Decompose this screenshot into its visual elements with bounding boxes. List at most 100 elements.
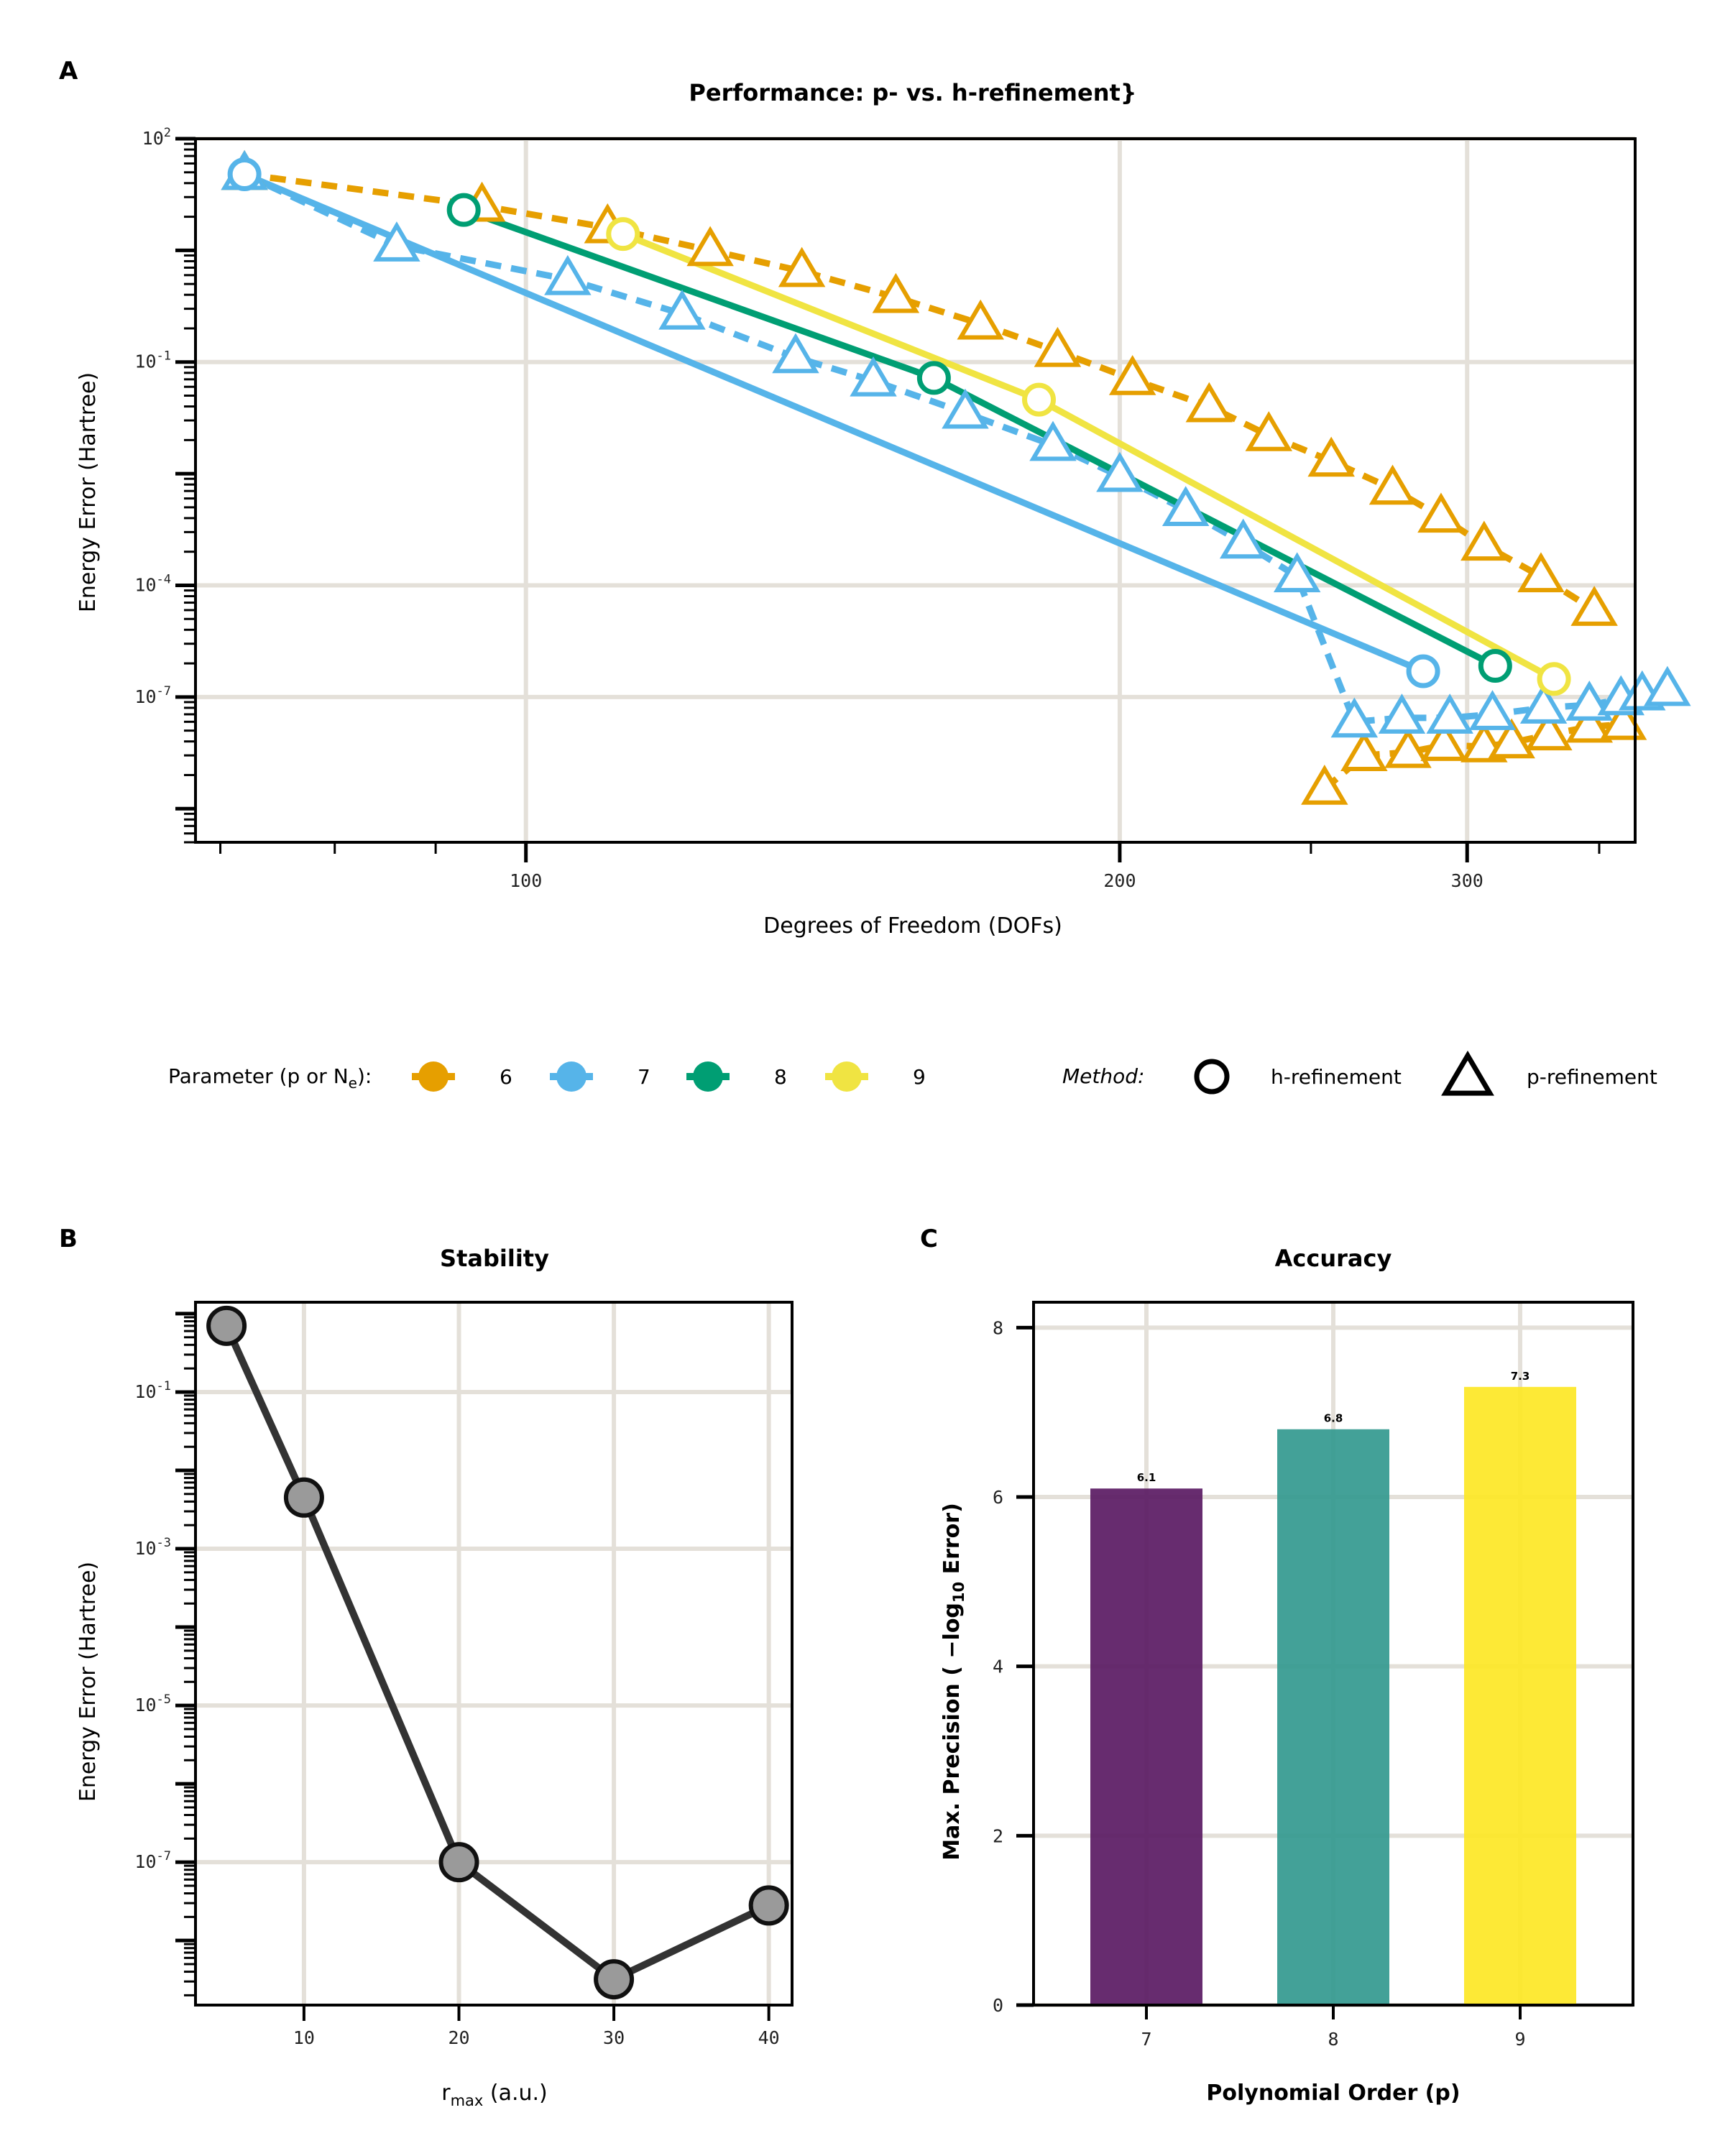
triangle-marker — [1307, 436, 1355, 477]
triangle-marker — [544, 254, 592, 295]
bar-9 — [1464, 1386, 1576, 2005]
bar-8 — [1277, 1429, 1389, 2005]
triangle-marker — [1384, 727, 1432, 768]
y-tick-label: 10-7 — [134, 1849, 171, 1872]
triangle-marker — [1565, 702, 1614, 743]
triangle-marker — [1488, 718, 1535, 759]
triangle-marker — [1096, 451, 1144, 492]
series-line-6-p-refinement — [244, 171, 1596, 613]
triangle-marker — [373, 221, 420, 262]
triangle-marker — [872, 272, 920, 313]
x-tick-label: 10 — [293, 2027, 315, 2048]
triangle-marker — [1245, 411, 1293, 451]
triangle-marker — [1219, 518, 1267, 559]
triangle-marker — [1644, 665, 1691, 706]
series-line-7-h-refinement — [243, 171, 1425, 675]
legend: Parameter (p or Ne): 6 7 8 9 Method: h-refi… — [168, 1050, 1657, 1096]
panel-b-xlabel: rmax (a.u.) — [441, 2081, 548, 2109]
y-tick-label: 0 — [993, 1995, 1003, 2016]
series-line-7-p-refinement — [243, 171, 1668, 725]
panel-c-ylabel: Max. Precision ( −log10 Error) — [939, 1503, 967, 1861]
circle-marker — [1406, 654, 1440, 688]
x-tick-label: 200 — [1103, 870, 1136, 891]
legend-label-8: 8 — [774, 1065, 787, 1089]
triangle-marker — [1368, 464, 1417, 505]
triangle-marker — [942, 388, 989, 429]
triangle-marker — [1417, 492, 1465, 533]
legend-params: 6 7 8 9 — [412, 1061, 926, 1092]
stability-point — [206, 1305, 247, 1346]
legend-swatch-9 — [832, 1061, 862, 1092]
stability-point — [438, 1842, 479, 1883]
bar-value-label: 6.8 — [1324, 1412, 1343, 1425]
triangle-marker — [1301, 765, 1348, 805]
triangle-marker — [1330, 697, 1379, 738]
legend-swatch-8 — [693, 1061, 723, 1092]
stability-point — [283, 1477, 324, 1518]
triangle-marker — [1340, 731, 1388, 771]
y-tick-label: 10-5 — [134, 1692, 171, 1715]
triangle-marker — [850, 356, 897, 397]
triangle-marker — [1273, 552, 1321, 593]
triangle-marker — [772, 333, 819, 374]
panel-b-ylabel: Energy Error (Hartree) — [75, 1562, 101, 1802]
plot-frame — [194, 1301, 794, 2007]
panel-a-label: A — [59, 57, 78, 86]
circle-marker — [227, 157, 262, 192]
circle-marker — [1478, 649, 1512, 683]
panel-b-title: Stability — [440, 1245, 549, 1272]
x-tick-label: 300 — [1451, 870, 1484, 891]
triangle-marker — [1029, 420, 1077, 461]
triangle-marker — [1525, 710, 1573, 751]
panel-c-label: C — [920, 1225, 938, 1253]
x-tick-label: 30 — [603, 2027, 625, 2048]
panel-c-title: Accuracy — [1275, 1245, 1392, 1272]
circle-marker — [446, 193, 481, 227]
triangle-marker — [658, 289, 706, 330]
panel-a-ylabel: Energy Error (Hartree) — [75, 372, 101, 612]
x-tick-label: 100 — [510, 870, 542, 891]
circle-marker — [1022, 382, 1057, 417]
circle-marker — [916, 361, 951, 395]
panel-c-plot: 0 2 4 6 8 6.1 7 6.8 8 7.3 9 — [993, 1301, 1634, 2050]
panel-b-plot: 10 20 30 40 10-1 10-3 10-5 10-7 — [134, 1301, 794, 2048]
triangle-marker — [1185, 382, 1233, 423]
legend-param-title: Parameter (p or Ne): — [168, 1064, 372, 1092]
legend-label-9: 9 — [913, 1065, 926, 1089]
stability-line — [223, 1324, 770, 1984]
y-tick-label: 10-7 — [134, 684, 171, 707]
triangle-marker — [1519, 683, 1568, 724]
y-tick-label: 8 — [993, 1317, 1003, 1338]
triangle-marker — [1460, 520, 1508, 561]
circle-marker — [606, 217, 640, 252]
circle-icon — [1194, 1059, 1230, 1095]
x-tick-label: 9 — [1514, 2029, 1525, 2050]
x-tick-label: 20 — [448, 2027, 469, 2048]
x-tick-label: 40 — [758, 2027, 780, 2048]
triangle-marker — [1108, 354, 1156, 395]
triangle-marker — [957, 299, 1004, 340]
series-line-8-h-refinement — [462, 206, 1497, 669]
bar-7 — [1090, 1488, 1202, 2005]
stability-point — [594, 1959, 635, 2000]
triangle-icon — [1441, 1050, 1494, 1096]
panel-a-xlabel: Degrees of Freedom (DOFs) — [763, 913, 1062, 939]
triangle-marker — [1162, 486, 1210, 526]
triangle-marker — [1034, 326, 1082, 367]
triangle-marker — [1565, 681, 1614, 721]
y-tick-label: 10-3 — [134, 1536, 171, 1559]
circle-marker — [1537, 662, 1571, 696]
y-tick-label: 10-1 — [134, 1379, 171, 1402]
triangle-marker — [1378, 694, 1426, 734]
legend-label-7: 7 — [638, 1065, 650, 1089]
y-tick-label: 6 — [993, 1487, 1003, 1508]
bar-value-label: 7.3 — [1511, 1370, 1530, 1383]
legend-method-p: p-refinement — [1527, 1065, 1657, 1089]
stability-point — [748, 1885, 789, 1926]
plot-frame — [194, 137, 1637, 844]
legend-methods: h-refinement p-refinement — [1194, 1050, 1657, 1096]
legend-method-title: Method: — [1062, 1064, 1144, 1088]
triangle-marker — [1420, 721, 1468, 761]
triangle-marker — [1570, 586, 1618, 626]
